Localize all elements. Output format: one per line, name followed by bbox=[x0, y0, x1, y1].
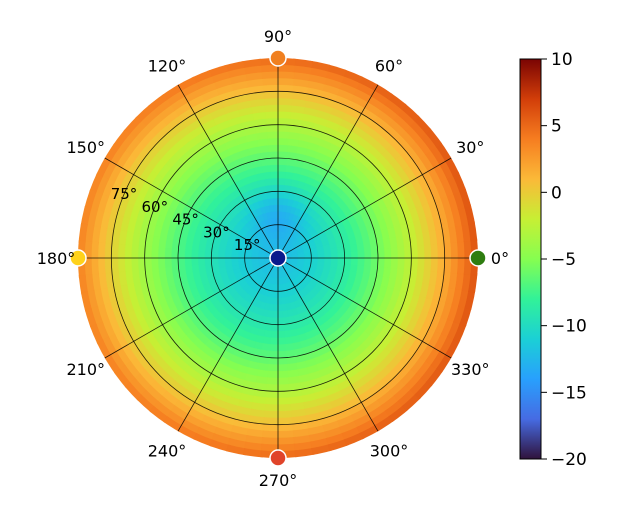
marker-point bbox=[269, 449, 287, 467]
marker-point bbox=[269, 249, 287, 267]
heatmap-cell bbox=[276, 130, 290, 139]
heatmap-cell bbox=[384, 256, 393, 269]
colorbar-tick-label: −10 bbox=[551, 317, 587, 337]
heatmap-cell bbox=[377, 256, 386, 268]
colorbar-tick-label: −5 bbox=[551, 250, 576, 270]
theta-tick-label: 90° bbox=[264, 27, 292, 46]
heatmap-cell bbox=[276, 150, 288, 159]
heatmap-cell bbox=[163, 247, 172, 260]
heatmap-cell bbox=[276, 170, 286, 179]
heatmap-cell bbox=[397, 256, 406, 270]
theta-tick-label: 210° bbox=[66, 360, 105, 379]
heatmap-cell bbox=[157, 247, 166, 260]
heatmap-cell bbox=[390, 256, 399, 269]
heatmap-cell bbox=[269, 344, 280, 353]
radial-tick-label: 75° bbox=[111, 185, 138, 203]
heatmap-cell bbox=[190, 250, 199, 260]
radial-tick-label: 30° bbox=[203, 223, 230, 241]
colorbar: 10 5 0 −5 −10 −15 −20 bbox=[519, 50, 587, 470]
colorbar-tick-label: −15 bbox=[551, 383, 587, 403]
heatmap-cell bbox=[276, 163, 287, 172]
radial-tick-label: 60° bbox=[142, 198, 169, 216]
marker-point bbox=[269, 49, 287, 67]
theta-tick-label: 330° bbox=[451, 360, 490, 379]
heatmap-cell bbox=[268, 357, 280, 366]
theta-tick-label: 30° bbox=[456, 138, 484, 157]
theta-tick-label: 0° bbox=[491, 249, 509, 268]
theta-tick-label: 300° bbox=[370, 441, 409, 460]
theta-tick-label: 180° bbox=[37, 249, 76, 268]
colorbar-tick-label: 5 bbox=[551, 117, 562, 137]
radial-tick-label: 15° bbox=[234, 236, 261, 254]
theta-tick-label: 60° bbox=[375, 57, 403, 76]
heatmap-cell bbox=[357, 256, 366, 266]
theta-tick-label: 240° bbox=[148, 441, 187, 460]
colorbar-tick-label: −20 bbox=[551, 450, 587, 470]
theta-tick-label: 120° bbox=[148, 57, 187, 76]
heatmap-cell bbox=[170, 248, 179, 260]
heatmap-cell bbox=[266, 377, 280, 386]
heatmap-cell bbox=[276, 143, 289, 152]
colorbar-gradient bbox=[519, 58, 542, 460]
heatmap-cell bbox=[364, 256, 373, 267]
colorbar-tick-label: 0 bbox=[551, 183, 562, 203]
heatmap-cell bbox=[267, 364, 280, 373]
heatmap-cell bbox=[267, 370, 280, 379]
colorbar-tick-label: 10 bbox=[551, 50, 573, 70]
heatmap-cell bbox=[183, 249, 192, 260]
marker-point bbox=[469, 249, 487, 267]
polar-plot-area: 0° 30° 60° 90° 120° 150° 180° 210° 240° 270° 300° 3… bbox=[37, 27, 509, 490]
theta-tick-label: 150° bbox=[66, 138, 105, 157]
radial-tick-label: 45° bbox=[172, 211, 199, 229]
colorbar-ticks: 10 5 0 −5 −10 −15 −20 bbox=[541, 50, 587, 470]
heatmap-cell bbox=[276, 137, 289, 146]
heatmap-cell bbox=[270, 337, 280, 346]
heatmap-cell bbox=[150, 246, 159, 260]
theta-tick-label: 270° bbox=[259, 471, 298, 490]
